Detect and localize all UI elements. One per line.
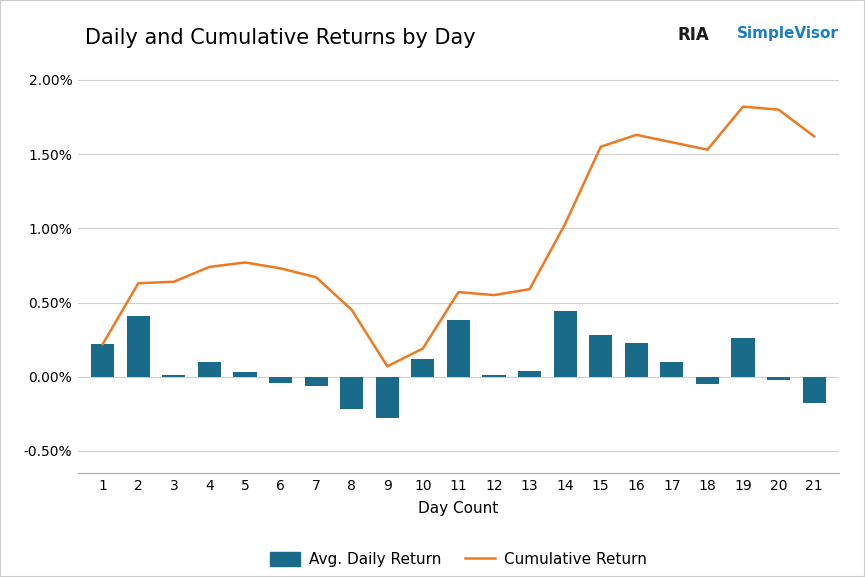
Bar [412, 359, 434, 377]
Bar [803, 377, 826, 403]
Text: SimpleVisor: SimpleVisor [737, 26, 839, 41]
Bar [234, 372, 257, 377]
Text: Daily and Cumulative Returns by Day: Daily and Cumulative Returns by Day [86, 28, 476, 48]
Bar [198, 362, 221, 377]
Bar [554, 312, 577, 377]
Bar [625, 343, 648, 377]
Bar [91, 344, 114, 377]
Bar [163, 375, 185, 377]
Bar [269, 377, 292, 383]
Bar [375, 377, 399, 418]
Bar [732, 338, 754, 377]
X-axis label: Day Count: Day Count [419, 501, 498, 516]
Text: RIA: RIA [677, 26, 709, 44]
Bar [340, 377, 363, 409]
Bar [483, 375, 505, 377]
Legend: Avg. Daily Return, Cumulative Return: Avg. Daily Return, Cumulative Return [264, 546, 653, 574]
Bar [127, 316, 150, 377]
Bar [589, 335, 612, 377]
Bar [660, 362, 683, 377]
Bar [695, 377, 719, 384]
Bar [518, 371, 541, 377]
Bar [767, 377, 790, 380]
Bar [304, 377, 328, 385]
Bar [447, 320, 470, 377]
